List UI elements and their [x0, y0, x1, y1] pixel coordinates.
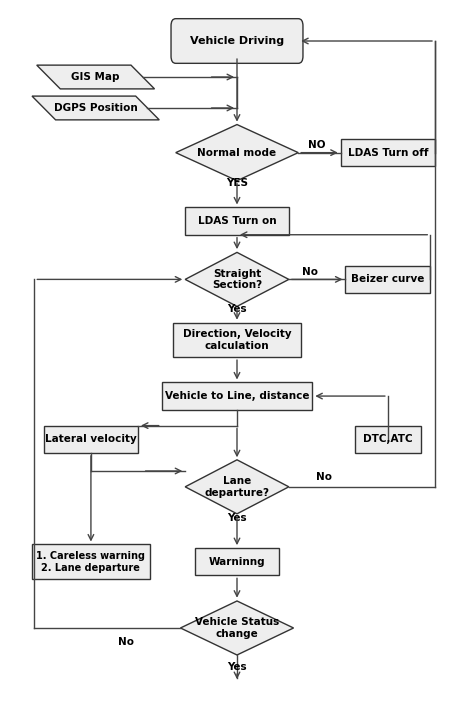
Text: LDAS Turn off: LDAS Turn off: [347, 147, 428, 158]
FancyBboxPatch shape: [171, 19, 303, 64]
Bar: [162, 382, 312, 410]
Text: DTC,ATC: DTC,ATC: [363, 435, 412, 445]
Text: Yes: Yes: [227, 662, 247, 672]
Text: Yes: Yes: [227, 304, 247, 314]
Polygon shape: [32, 96, 159, 120]
Bar: [44, 426, 138, 453]
Text: Vehicle to Line, distance: Vehicle to Line, distance: [165, 391, 309, 401]
Text: DGPS Position: DGPS Position: [54, 103, 137, 113]
Bar: [173, 322, 301, 357]
Polygon shape: [181, 601, 293, 655]
Text: No: No: [316, 471, 332, 482]
Text: Straight
Section?: Straight Section?: [212, 269, 262, 290]
Bar: [341, 139, 435, 166]
Text: No: No: [302, 268, 318, 277]
Bar: [195, 548, 279, 576]
Bar: [32, 544, 150, 579]
Bar: [346, 266, 430, 293]
Text: Vehicle Status
change: Vehicle Status change: [195, 617, 279, 639]
Text: Vehicle Driving: Vehicle Driving: [190, 36, 284, 46]
Text: Direction, Velocity
calculation: Direction, Velocity calculation: [182, 329, 292, 351]
Polygon shape: [185, 460, 289, 514]
Polygon shape: [176, 124, 298, 181]
Text: NO: NO: [309, 140, 326, 150]
Text: No: No: [118, 638, 134, 647]
Bar: [185, 208, 289, 235]
Text: Lateral velocity: Lateral velocity: [45, 435, 137, 445]
Text: Yes: Yes: [227, 513, 247, 523]
Text: Normal mode: Normal mode: [198, 147, 276, 158]
Polygon shape: [185, 252, 289, 307]
Polygon shape: [36, 65, 155, 89]
Text: 1. Careless warning
2. Lane departure: 1. Careless warning 2. Lane departure: [36, 551, 146, 573]
Text: Lane
departure?: Lane departure?: [204, 476, 270, 497]
Text: YES: YES: [226, 178, 248, 188]
Text: LDAS Turn on: LDAS Turn on: [198, 216, 276, 226]
Bar: [355, 426, 421, 453]
Text: Warninng: Warninng: [209, 557, 265, 567]
Text: Beizer curve: Beizer curve: [351, 275, 425, 284]
Text: GIS Map: GIS Map: [72, 72, 120, 82]
